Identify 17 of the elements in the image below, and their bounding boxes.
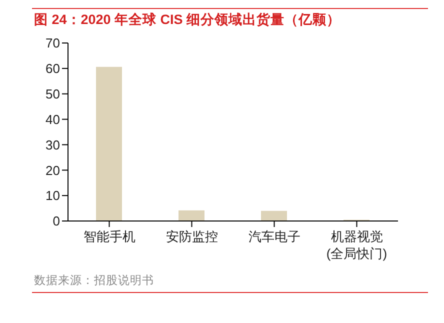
y-tick-label: 10 bbox=[46, 188, 60, 204]
y-tick-label: 60 bbox=[46, 61, 60, 76]
y-tick-label: 20 bbox=[46, 162, 60, 178]
y-tick-label: 30 bbox=[46, 137, 60, 152]
x-tick-label: 机器视觉 (全局快门) bbox=[326, 229, 388, 261]
y-tick-label: 70 bbox=[46, 36, 60, 51]
bar bbox=[261, 210, 287, 221]
x-tick-label: 汽车电子 bbox=[248, 229, 300, 244]
y-tick-label: 40 bbox=[46, 112, 60, 127]
x-tick-label: 安防监控 bbox=[166, 229, 218, 244]
bar bbox=[96, 66, 122, 221]
chart-title: 图 24：2020 年全球 CIS 细分领域出货量（亿颗） bbox=[33, 11, 342, 29]
source-note: 数据来源：招股说明书 bbox=[33, 274, 155, 288]
x-tick-label: 智能手机 bbox=[83, 229, 136, 244]
bar bbox=[178, 210, 204, 221]
y-tick-label: 50 bbox=[46, 86, 60, 102]
y-tick-label: 0 bbox=[52, 214, 60, 229]
